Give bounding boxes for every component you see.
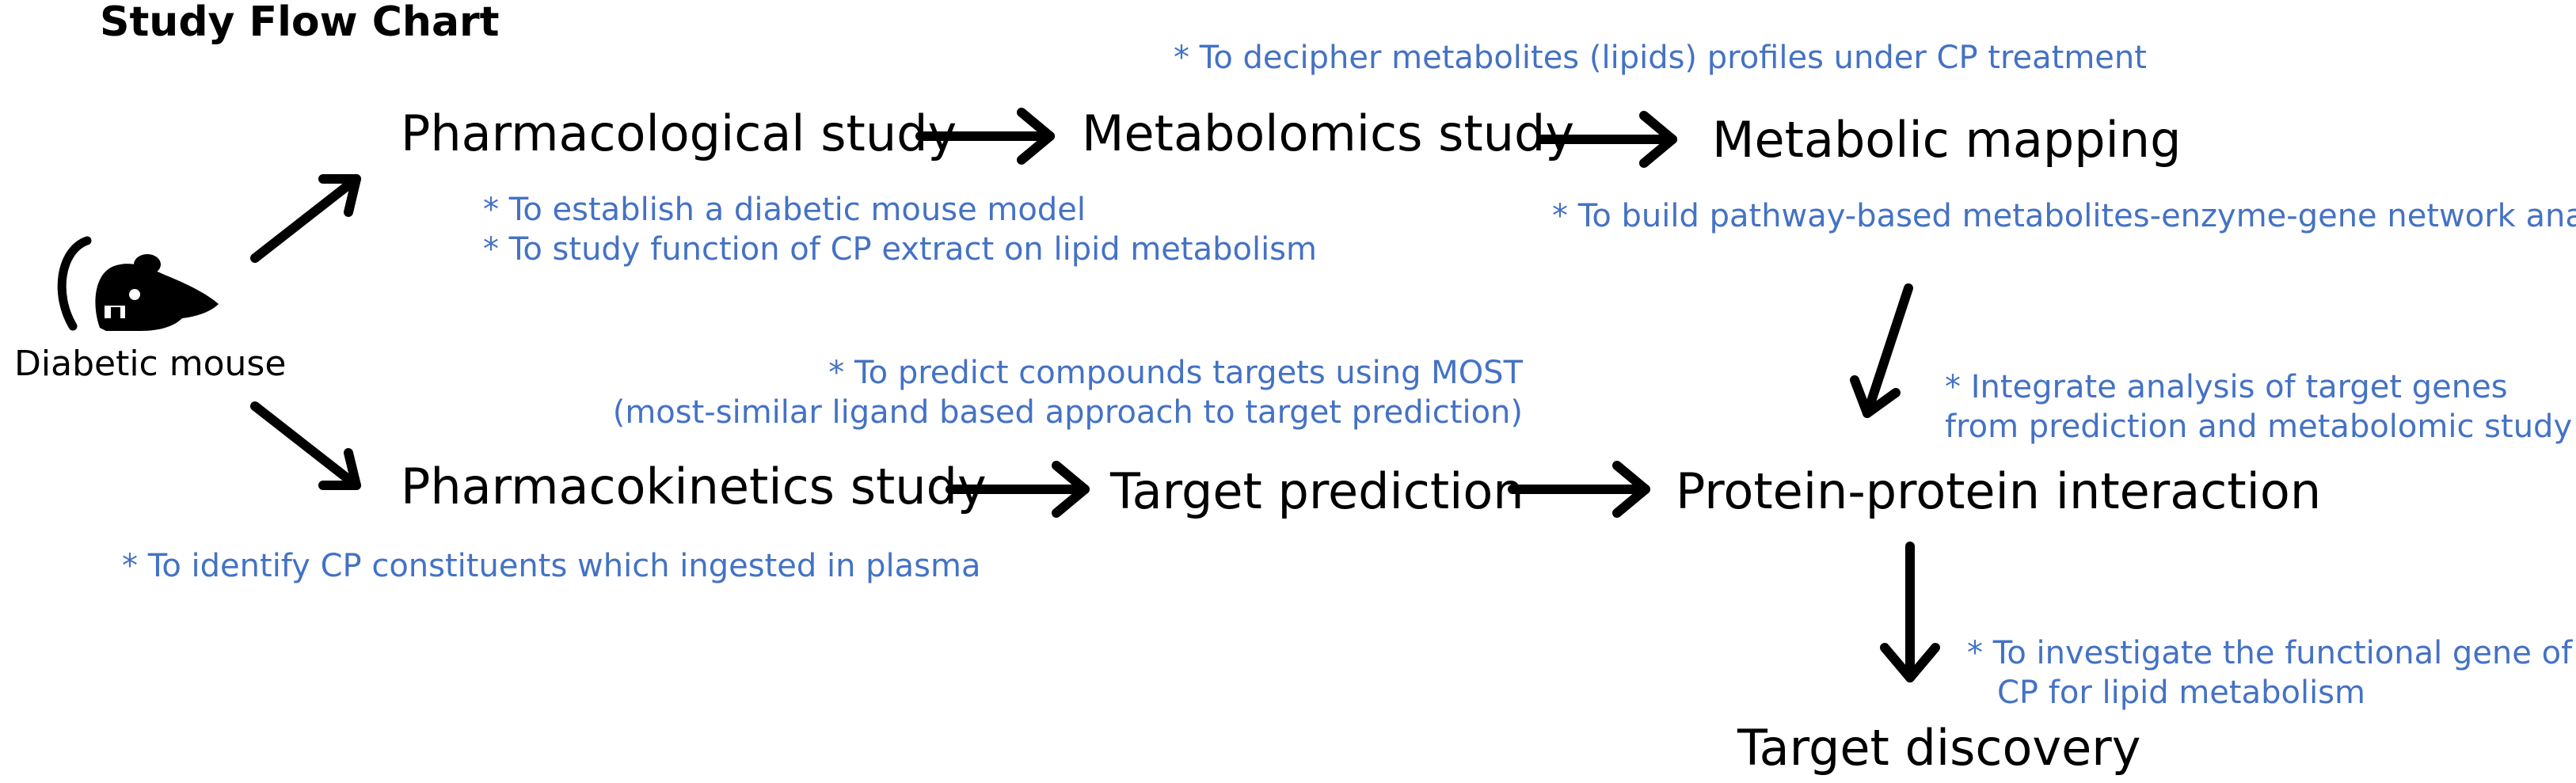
arrow-prediction-to-ppi	[1508, 461, 1650, 518]
note-prediction-2: (most-similar ligand based approach to t…	[612, 394, 1523, 431]
note-discovery-2: CP for lipid metabolism	[1997, 675, 2365, 711]
arrow-mouse-to-pharmacokinetics	[250, 401, 361, 490]
note-prediction-1: * To predict compounds targets using MOS…	[828, 355, 1523, 391]
mouse-label: Diabetic mouse	[14, 344, 287, 384]
arrow-mouse-to-pharmacological	[250, 174, 361, 263]
node-metabolomics-study: Metabolomics study	[1082, 105, 1575, 162]
node-metabolic-mapping: Metabolic mapping	[1712, 111, 2182, 169]
node-pharmacological-study: Pharmacological study	[401, 105, 957, 162]
page-title: Study Flow Chart	[100, 0, 500, 46]
note-integrate-2: from prediction and metabolomic study	[1945, 409, 2573, 445]
arrow-ppi-to-discovery	[1880, 542, 1940, 682]
note-pharmacokinetics: * To identify CP constituents which inge…	[122, 548, 981, 584]
note-pharmacological-2: * To study function of CP extract on lip…	[483, 231, 1317, 268]
node-target-prediction: Target prediction	[1110, 462, 1524, 520]
arrow-pharmacokinetics-to-prediction	[946, 461, 1090, 518]
note-metabolomics: * To decipher metabolites (lipids) profi…	[1174, 40, 2147, 76]
note-discovery-1: * To investigate the functional gene of	[1967, 635, 2573, 671]
arrow-pharmacological-to-metabolomics	[915, 108, 1055, 165]
arrow-metabolomics-to-mapping	[1536, 111, 1677, 168]
mouse-icon	[57, 236, 219, 331]
node-pharmacokinetics-study: Pharmacokinetics study	[401, 458, 987, 515]
note-mapping: * To build pathway-based metabolites-enz…	[1552, 198, 2576, 234]
node-protein-protein-interaction: Protein-protein interaction	[1676, 462, 2322, 520]
note-integrate-1: * Integrate analysis of target genes	[1945, 369, 2508, 405]
arrow-mapping-to-ppi	[1850, 283, 1913, 418]
note-pharmacological-1: * To establish a diabetic mouse model	[483, 192, 1086, 228]
node-target-discovery: Target discovery	[1737, 719, 2141, 777]
